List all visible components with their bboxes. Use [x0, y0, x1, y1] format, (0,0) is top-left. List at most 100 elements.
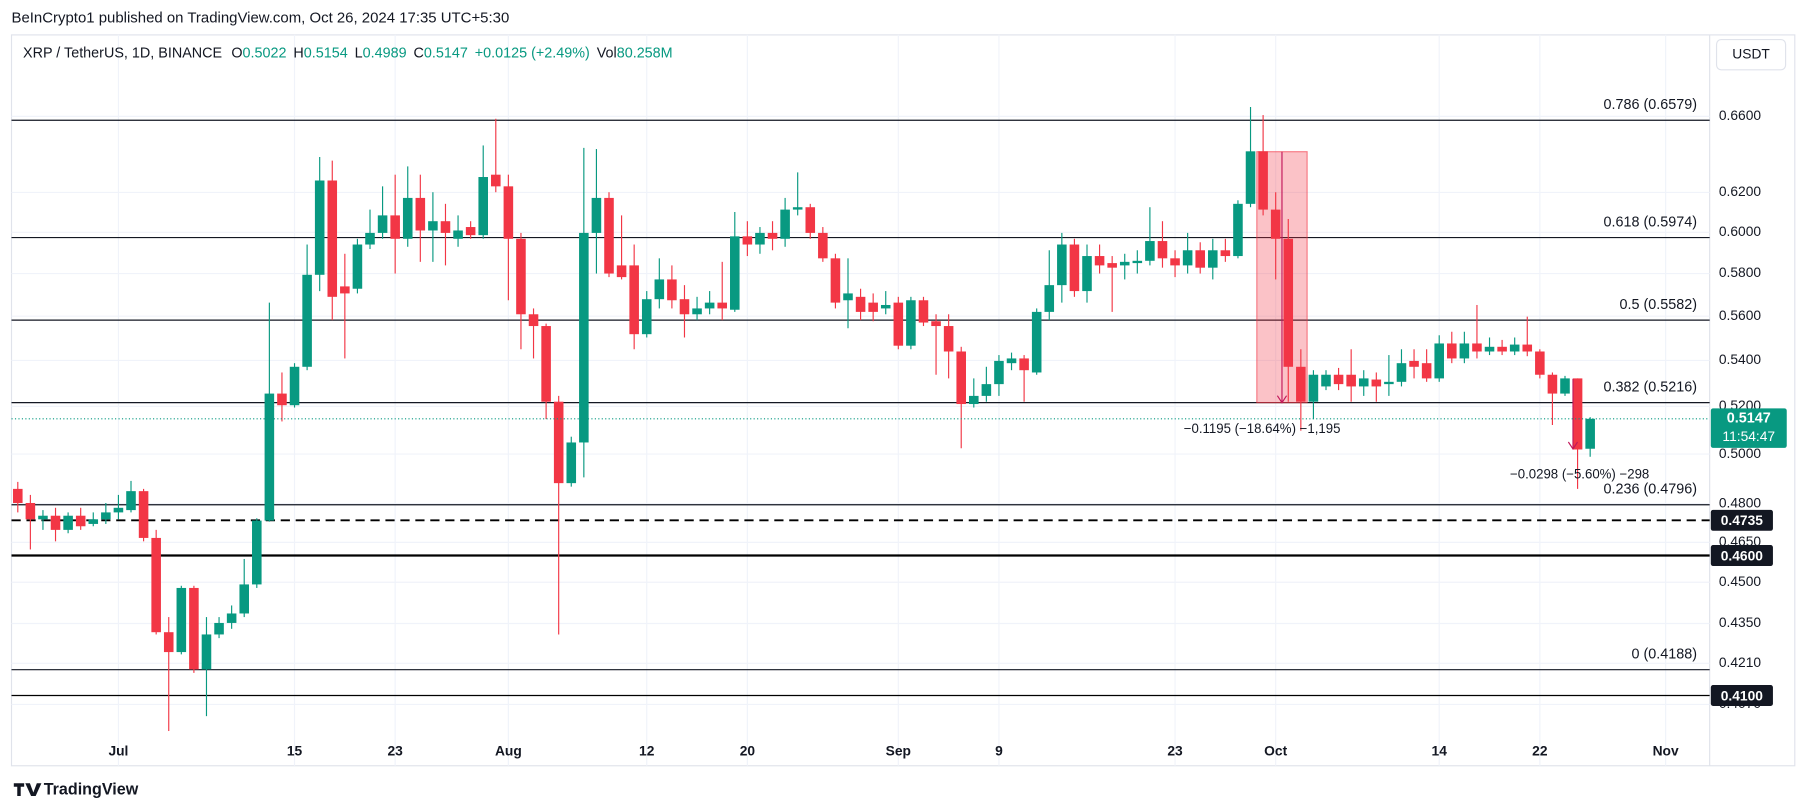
candle-body — [553, 401, 564, 484]
candle-body — [365, 232, 375, 245]
candle-body — [465, 227, 476, 236]
candle-body — [1497, 346, 1507, 352]
arrow-head — [1567, 441, 1579, 451]
candle-body — [1057, 244, 1067, 286]
candle-body — [377, 215, 388, 233]
candle-body — [893, 302, 904, 346]
candle-body — [1069, 244, 1080, 292]
legend-key: Vol — [597, 45, 617, 61]
candle-body — [1245, 151, 1256, 204]
currency[interactable]: USDT — [1732, 45, 1770, 61]
candle-body — [1220, 250, 1231, 257]
candle-body — [918, 300, 929, 323]
candle-body — [1119, 261, 1130, 266]
candle-body — [1157, 241, 1168, 259]
candle-body — [780, 209, 790, 239]
candle-body — [1535, 351, 1545, 375]
price-tag-label: 0.4735 — [1721, 512, 1763, 528]
current-price-label: 0.5147 — [1727, 411, 1771, 427]
measure-label: −0.1195 (−18.64%) −1,195 — [1184, 421, 1341, 436]
y-tick-label: 0.5600 — [1719, 307, 1761, 323]
candle-body — [1019, 358, 1029, 371]
candle-body — [201, 634, 212, 670]
candle-body — [1283, 238, 1294, 367]
candle-body — [390, 215, 400, 239]
candle-body — [1509, 344, 1520, 352]
candle-body — [176, 587, 187, 653]
level-label: 0.236 (0.4796) — [1604, 481, 1697, 497]
countdown: 11:54:47 — [1722, 428, 1775, 444]
y-tick-label: 0.5400 — [1719, 351, 1761, 367]
candle-body — [1560, 378, 1570, 394]
candle-body — [1421, 363, 1432, 379]
candle-body — [742, 236, 753, 245]
currency-button[interactable] — [1715, 38, 1787, 71]
candle-body — [994, 360, 1004, 385]
candle-body — [491, 174, 501, 187]
arrow-head — [1276, 395, 1288, 404]
candle-body — [1094, 256, 1105, 266]
price-tag — [1710, 545, 1773, 566]
y-tick-label: 0.6600 — [1719, 107, 1761, 123]
candle-body — [717, 302, 727, 309]
measure-label: −0.0298 (−5.60%) −298 — [1510, 466, 1649, 481]
candle-body — [792, 207, 803, 210]
price-tag-label: 0.4600 — [1721, 547, 1763, 563]
candle-body — [289, 366, 300, 406]
candle-body — [503, 186, 514, 239]
chart-frame — [10, 34, 1796, 767]
candle-body — [943, 326, 954, 352]
candle-body — [805, 207, 816, 233]
overlay: 0.66000.62000.60000.58000.56000.54000.52… — [108, 107, 1787, 759]
x-tick-label: 12 — [639, 742, 655, 758]
y-tick-label: 0.4350 — [1719, 614, 1761, 630]
candle-body — [340, 286, 350, 294]
candle-body — [1371, 379, 1382, 387]
candle-body — [956, 351, 966, 405]
x-tick-label: 22 — [1532, 742, 1548, 758]
candle-body — [1585, 418, 1595, 449]
candle-body — [1308, 374, 1319, 402]
candle-body — [402, 197, 413, 239]
y-tick-label: 0.4800 — [1719, 494, 1761, 510]
candle-body — [1358, 378, 1369, 387]
candle-body — [616, 265, 627, 278]
candle-body — [352, 244, 363, 289]
x-tick-label: 15 — [287, 742, 303, 758]
legend-value: 0.5147 — [424, 45, 468, 61]
candle-body — [767, 232, 778, 239]
candle-body — [730, 236, 740, 310]
candle-body — [1145, 241, 1155, 261]
candle-body — [981, 384, 992, 396]
candle-body — [1384, 381, 1394, 385]
candle-body — [654, 279, 665, 300]
candle-body — [1459, 343, 1470, 359]
candle-body — [302, 274, 312, 367]
candle-body — [692, 308, 702, 315]
y-tick-label: 0.4210 — [1719, 654, 1761, 670]
candle-body — [1208, 250, 1218, 268]
candle-body — [1270, 209, 1281, 239]
candle-body — [931, 321, 941, 327]
x-tick-label: 23 — [387, 742, 403, 758]
candle-body — [1522, 344, 1533, 352]
x-tick-label: Nov — [1653, 742, 1679, 758]
candle-body — [1434, 343, 1444, 379]
candle-body — [226, 613, 237, 623]
candle-body — [591, 197, 602, 233]
candle-body — [88, 519, 99, 524]
candle-body — [1233, 203, 1243, 257]
y-tick-label: 0.5000 — [1719, 445, 1761, 461]
candle-body — [63, 515, 73, 530]
level-label: 0 (0.4188) — [1631, 646, 1697, 662]
candle-body — [830, 258, 841, 303]
candle-body — [1044, 285, 1055, 312]
candle-body — [1182, 250, 1193, 266]
price-tag-label: 0.4100 — [1721, 687, 1763, 703]
x-tick-label: Oct — [1264, 742, 1287, 758]
x-tick-label: 20 — [740, 742, 756, 758]
publisher: BeInCrypto1 published on TradingView.com… — [12, 10, 510, 27]
level-label: 0.382 (0.5216) — [1604, 379, 1697, 395]
